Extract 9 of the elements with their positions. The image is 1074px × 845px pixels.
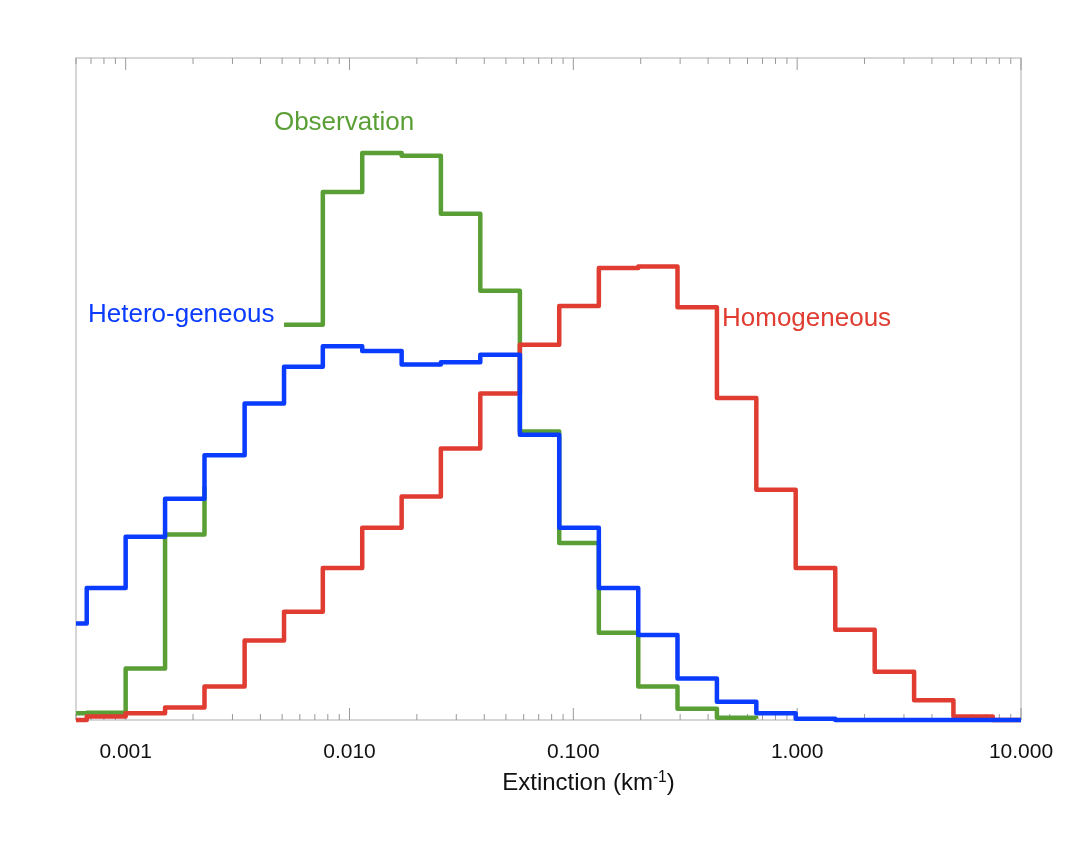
x-tick-label: 0.100: [547, 739, 600, 762]
x-tick-label: 0.010: [323, 739, 376, 762]
x-tick-label: 1.000: [770, 739, 824, 762]
series-label: Observation: [273, 106, 415, 136]
x-axis-title: Extinction (km$^{-1}$): [502, 767, 675, 795]
x-tick-label: 10.000: [988, 739, 1054, 762]
x-tick-label: 0.001: [99, 739, 152, 762]
series-label: Homogeneous: [722, 302, 892, 332]
series-label: Hetero-geneous: [88, 298, 275, 328]
